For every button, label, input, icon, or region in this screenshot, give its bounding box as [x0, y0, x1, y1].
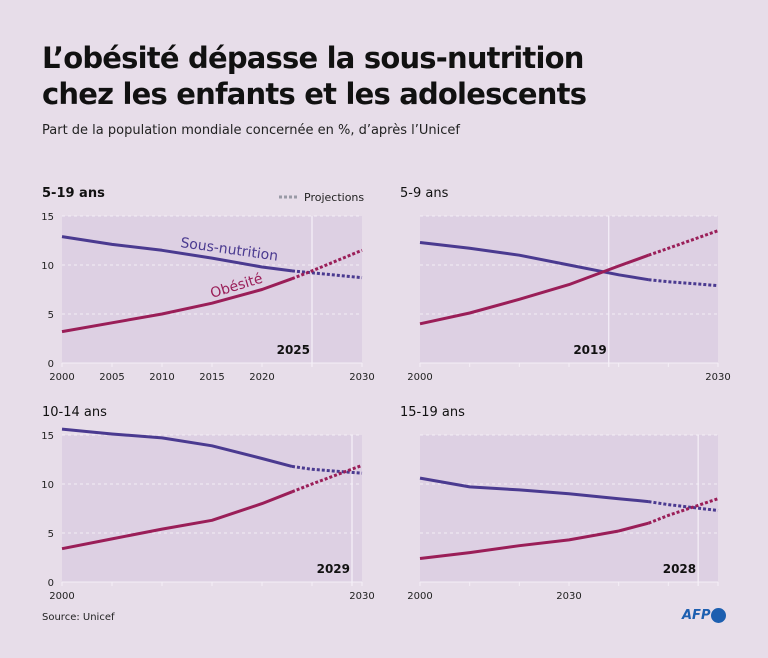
plot-area [62, 435, 362, 582]
sous-nutrition-line [419, 476, 649, 504]
subtitle: Part de la population mondiale concernée… [42, 123, 460, 138]
legend-projection-label: Projections [304, 191, 364, 204]
obesite-line [61, 277, 293, 334]
sous-nutrition-projection-line [291, 269, 363, 280]
y-tick-label: 5 [48, 310, 54, 321]
afp-logo-text: AFP [682, 608, 711, 623]
obesite-line [61, 490, 293, 551]
panel-title: 10-14 ans [42, 405, 107, 420]
marker-year-label: 2025 [277, 343, 310, 357]
marker-year-label: 2019 [573, 343, 606, 357]
afp-logo: AFP [682, 608, 727, 623]
title-line-1: L’obésité dépasse la sous-nutrition [42, 41, 584, 75]
x-tick-label: 2030 [349, 591, 374, 602]
x-tick-label: 2000 [407, 372, 432, 383]
chart-title: L’obésité dépasse la sous-nutrition chez … [42, 40, 587, 112]
obesite-projection-line [291, 248, 363, 281]
obesite-projection-line [648, 229, 719, 257]
obesite-projection-line [647, 497, 719, 525]
x-tick-label: 2010 [149, 372, 174, 383]
y-tick-label: 10 [41, 480, 54, 491]
sous-nutrition-projection-line [648, 278, 719, 288]
x-tick-label: 2000 [407, 591, 432, 602]
y-tick-label: 0 [48, 359, 54, 370]
marker-year-label: 2029 [317, 562, 350, 576]
afp-logo-dot [711, 608, 727, 623]
chart-panel-2: 2019 5-9 ans 2000 2030 [400, 186, 731, 383]
panel-title: 5-9 ans [400, 186, 449, 201]
chart-panel-1: 2025 5-19 ans 0 5 10 15 2000 2005 2010 2015 2020 20… [41, 186, 374, 383]
chart-panel-4: 2028 15-19 ans 2000 2030 [400, 405, 719, 602]
source-note: Source: Unicef [42, 612, 115, 623]
sous-nutrition-projection-line [291, 464, 363, 475]
x-tick-label: 2005 [99, 372, 124, 383]
x-tick-label: 2030 [556, 591, 581, 602]
obesite-projection-line [291, 463, 363, 494]
title-line-2: chez les enfants et les adolescents [42, 77, 587, 111]
y-tick-label: 0 [48, 578, 54, 589]
sous-nutrition-line [61, 235, 293, 273]
panel-title: 15-19 ans [400, 405, 465, 420]
sous-nutrition-line [61, 427, 293, 468]
plot-area [420, 435, 718, 582]
y-tick-label: 5 [48, 529, 54, 540]
chart-panel-3: 2029 10-14 ans 0 5 10 15 2000 2030 [41, 405, 374, 602]
x-tick-label: 2000 [49, 372, 74, 383]
obesite-line [419, 521, 649, 560]
x-tick-label: 2000 [49, 591, 74, 602]
y-tick-label: 15 [41, 212, 54, 223]
x-tick-label: 2030 [349, 372, 374, 383]
x-tick-label: 2015 [199, 372, 224, 383]
sous-nutrition-line [419, 241, 649, 282]
x-tick-label: 2030 [705, 372, 730, 383]
x-tick-label: 2020 [249, 372, 274, 383]
panel-title: 5-19 ans [42, 186, 105, 201]
sous-nutrition-projection-line [648, 500, 719, 512]
marker-year-label: 2028 [663, 562, 696, 576]
y-tick-label: 10 [41, 261, 54, 272]
y-tick-label: 15 [41, 431, 54, 442]
plot-area [420, 216, 718, 363]
obesite-line [419, 253, 650, 326]
